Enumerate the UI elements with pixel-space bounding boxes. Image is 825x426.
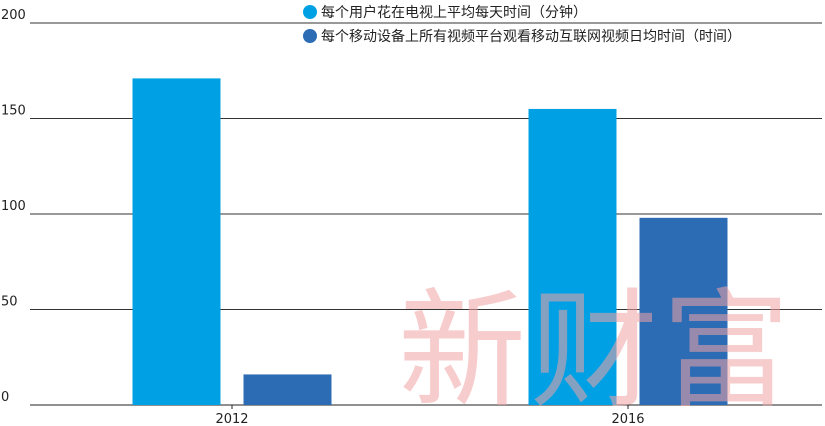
legend-label-tv: 每个用户花在电视上平均每天时间（分钟） [321,5,587,21]
y-tick-label: 0 [1,390,9,405]
bars [132,78,728,405]
bar-2012-series-1 [132,78,221,405]
legend-swatch-tv [303,5,317,19]
bar-2016-series-1 [528,108,617,405]
legend: 每个用户花在电视上平均每天时间（分钟） 每个移动设备上所有视频平台观看移动互联网… [303,0,741,48]
legend-swatch-mobile [303,29,317,43]
y-tick-label: 150 [1,104,26,119]
x-tick-label: 2012 [215,412,248,426]
legend-item-tv: 每个用户花在电视上平均每天时间（分钟） [303,0,741,24]
y-tick-label: 200 [1,8,26,23]
x-axis-ticks: 2012 2016 [215,405,645,426]
bar-2012-series-2 [243,374,332,405]
y-tick-label: 100 [1,199,26,214]
watermark-logo: 新财富 [398,277,795,426]
x-tick-label: 2016 [611,412,644,426]
legend-label-mobile: 每个移动设备上所有视频平台观看移动互联网视频日均时间（时间） [321,29,741,45]
y-axis-ticks: 200 150 100 50 0 [1,8,26,405]
y-tick-label: 50 [1,295,18,310]
bar-2016-series-2 [639,217,728,405]
legend-item-mobile: 每个移动设备上所有视频平台观看移动互联网视频日均时间（时间） [303,24,741,48]
